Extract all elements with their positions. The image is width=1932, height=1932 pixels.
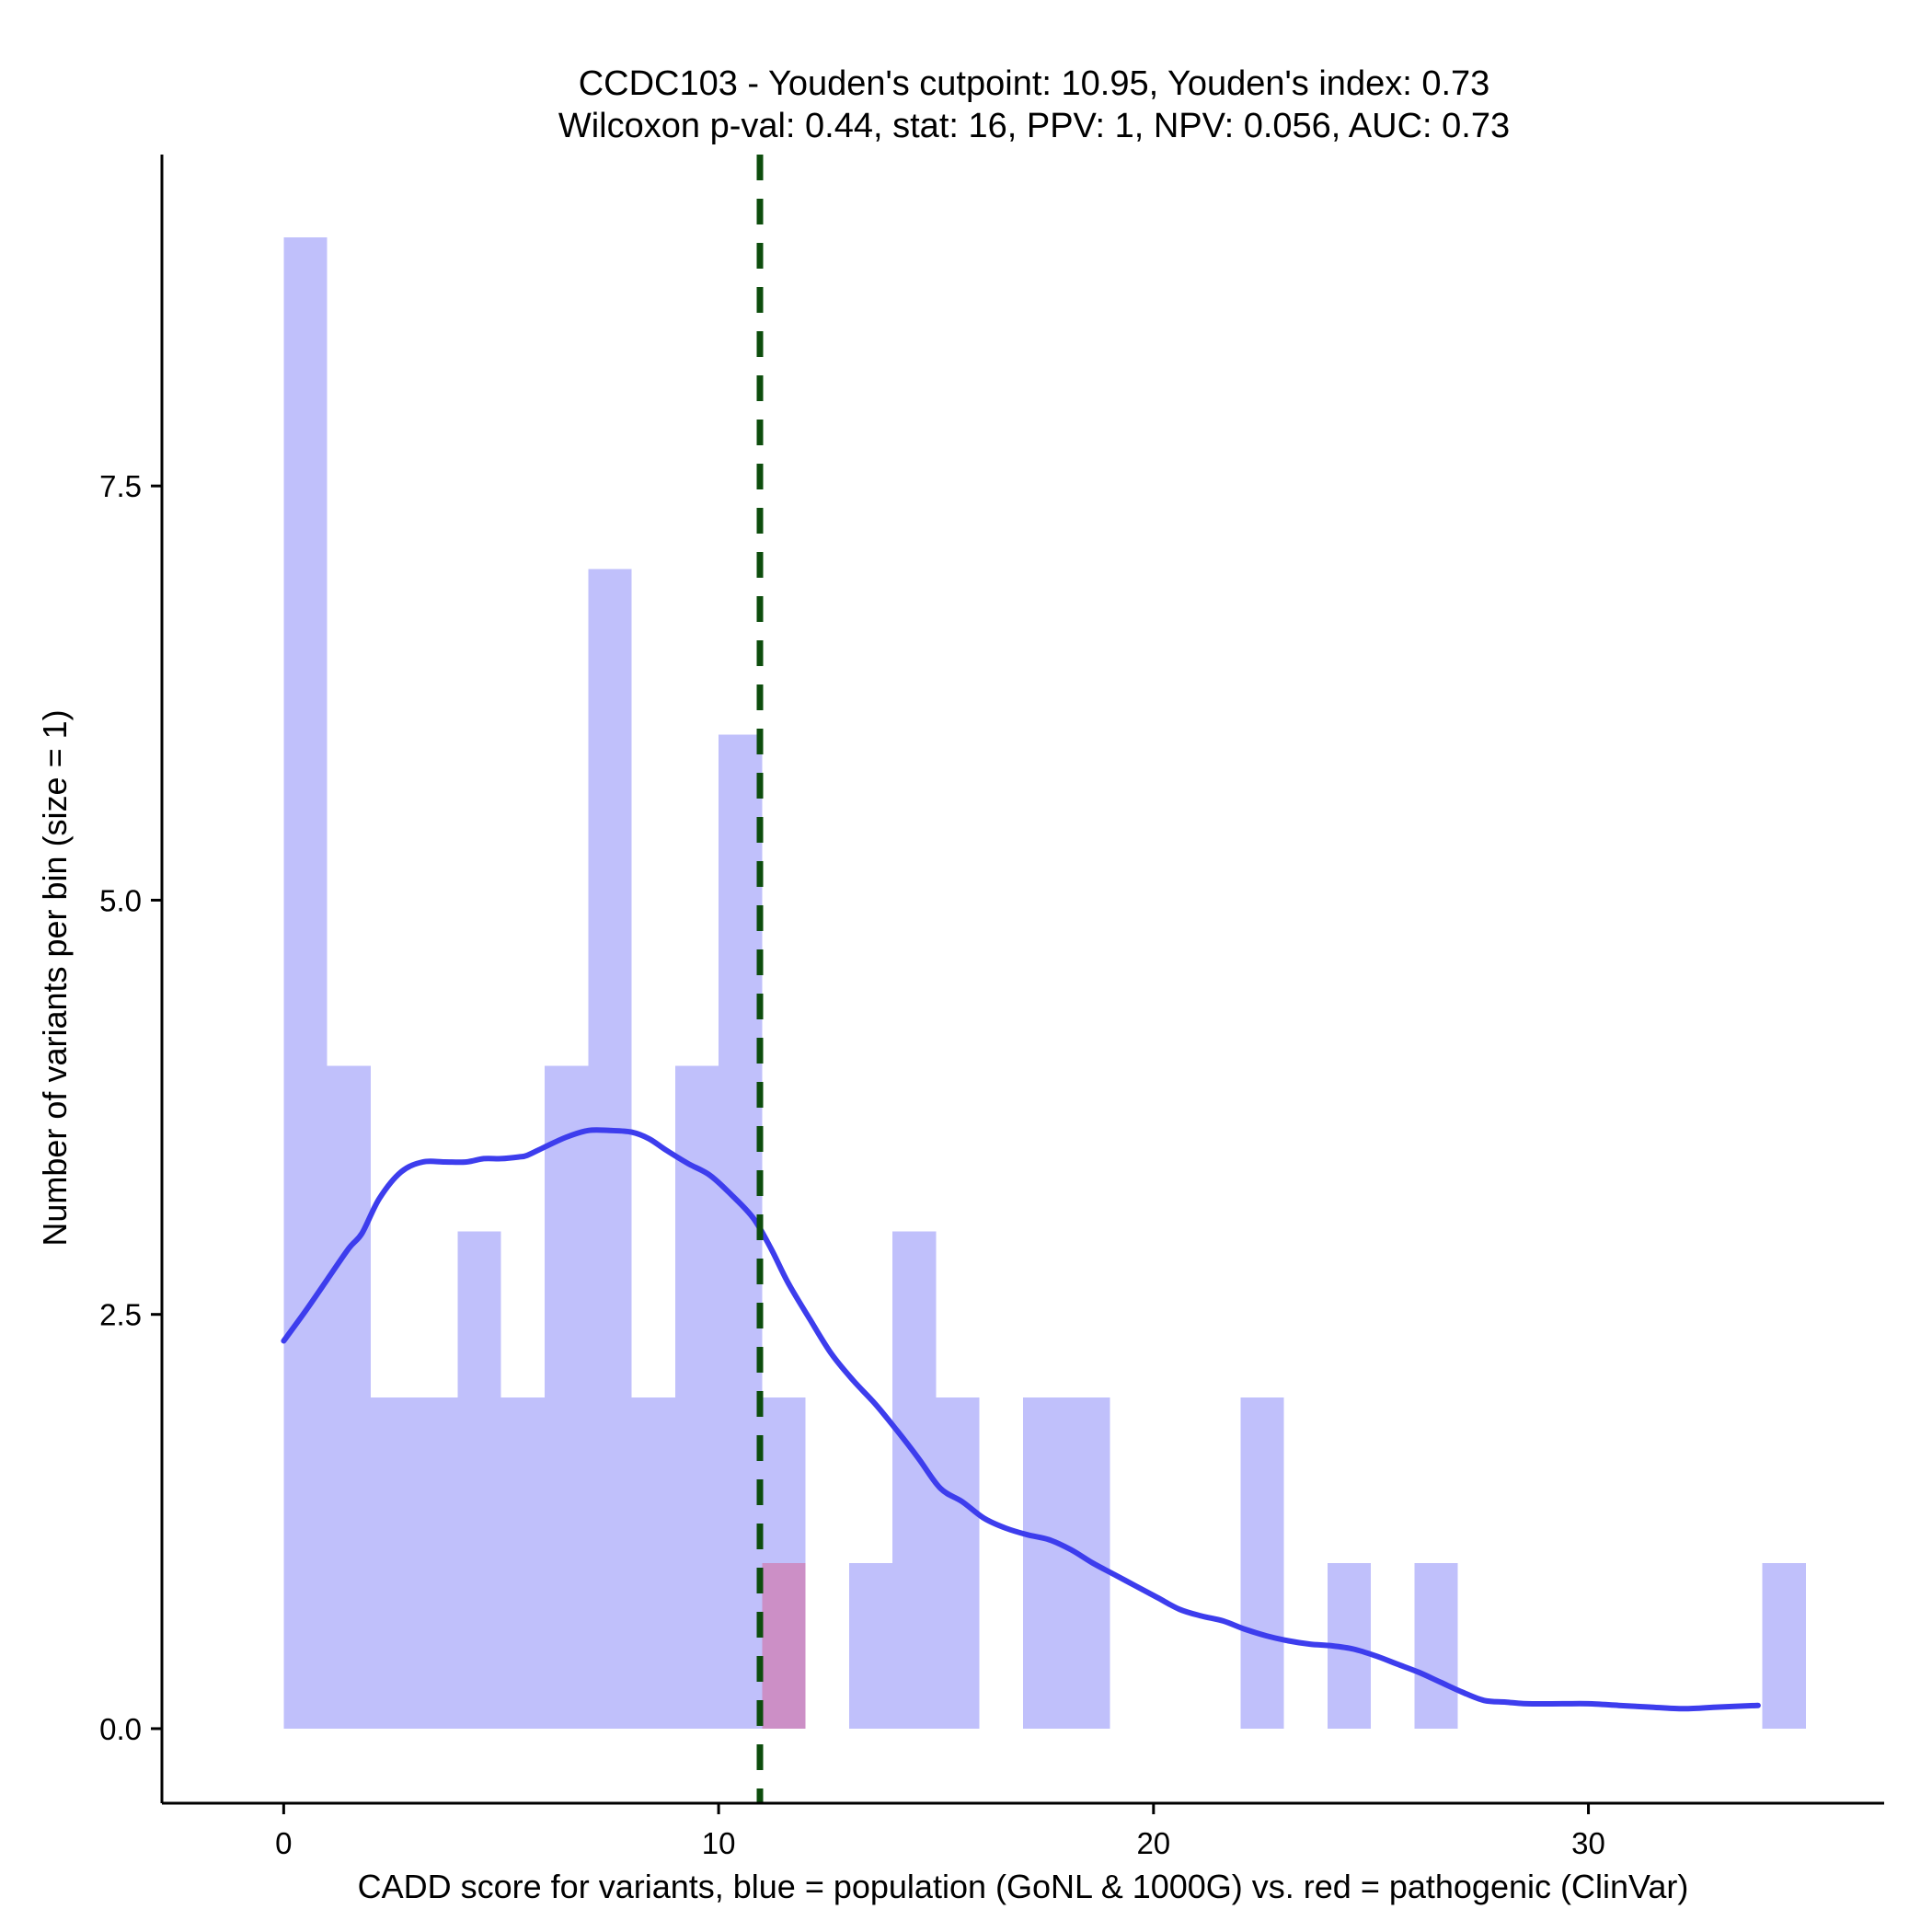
x-axis-label: CADD score for variants, blue = populati… xyxy=(358,1868,1689,1905)
population-bar-14 xyxy=(936,1397,980,1729)
density-curve xyxy=(281,1127,1761,1712)
population-bar-7 xyxy=(588,569,632,1729)
x-ticks: 0 10 20 30 xyxy=(275,1803,1605,1860)
axes: 0 10 20 30 0.0 2.5 5.0 7.5 xyxy=(99,155,1884,1860)
population-bar-0 xyxy=(283,237,328,1729)
population-bar-19 xyxy=(1414,1562,1458,1729)
y-ticks: 0.0 2.5 5.0 7.5 xyxy=(99,469,162,1746)
population-bar-13 xyxy=(892,1231,937,1729)
x-tick-label-1: 10 xyxy=(702,1826,736,1860)
pathogenic-bar-0 xyxy=(762,1562,806,1729)
population-bar-20 xyxy=(1762,1562,1806,1729)
x-tick-label-0: 0 xyxy=(275,1826,292,1860)
y-tick-label-0: 0.0 xyxy=(99,1712,142,1746)
histogram-bars xyxy=(283,237,1806,1729)
x-tick-label-3: 30 xyxy=(1571,1826,1605,1860)
population-bar-17 xyxy=(1240,1397,1284,1729)
chart-title-line-2: Wilcoxon p-val: 0.44, stat: 16, PPV: 1, … xyxy=(558,107,1510,145)
y-tick-label-2: 5.0 xyxy=(99,883,142,917)
chart-title: CCDC103 - Youden's cutpoint: 10.95, Youd… xyxy=(558,64,1510,145)
population-bar-8 xyxy=(631,1397,675,1729)
x-tick-label-2: 20 xyxy=(1136,1826,1170,1860)
y-tick-label-1: 2.5 xyxy=(99,1298,142,1332)
population-bar-5 xyxy=(500,1397,545,1729)
population-bar-6 xyxy=(545,1065,589,1729)
population-bar-3 xyxy=(414,1397,458,1729)
population-bar-1 xyxy=(327,1065,371,1729)
chart-title-line-1: CCDC103 - Youden's cutpoint: 10.95, Youd… xyxy=(579,64,1490,103)
y-axis-label: Number of variants per bin (size = 1) xyxy=(36,709,74,1246)
population-bar-12 xyxy=(848,1562,893,1729)
population-bar-10 xyxy=(719,734,763,1729)
y-tick-label-3: 7.5 xyxy=(99,469,142,503)
population-bar-15 xyxy=(1023,1397,1067,1729)
population-bar-2 xyxy=(370,1397,415,1729)
density-curve-layer xyxy=(281,1127,1761,1712)
population-bar-4 xyxy=(457,1231,501,1729)
